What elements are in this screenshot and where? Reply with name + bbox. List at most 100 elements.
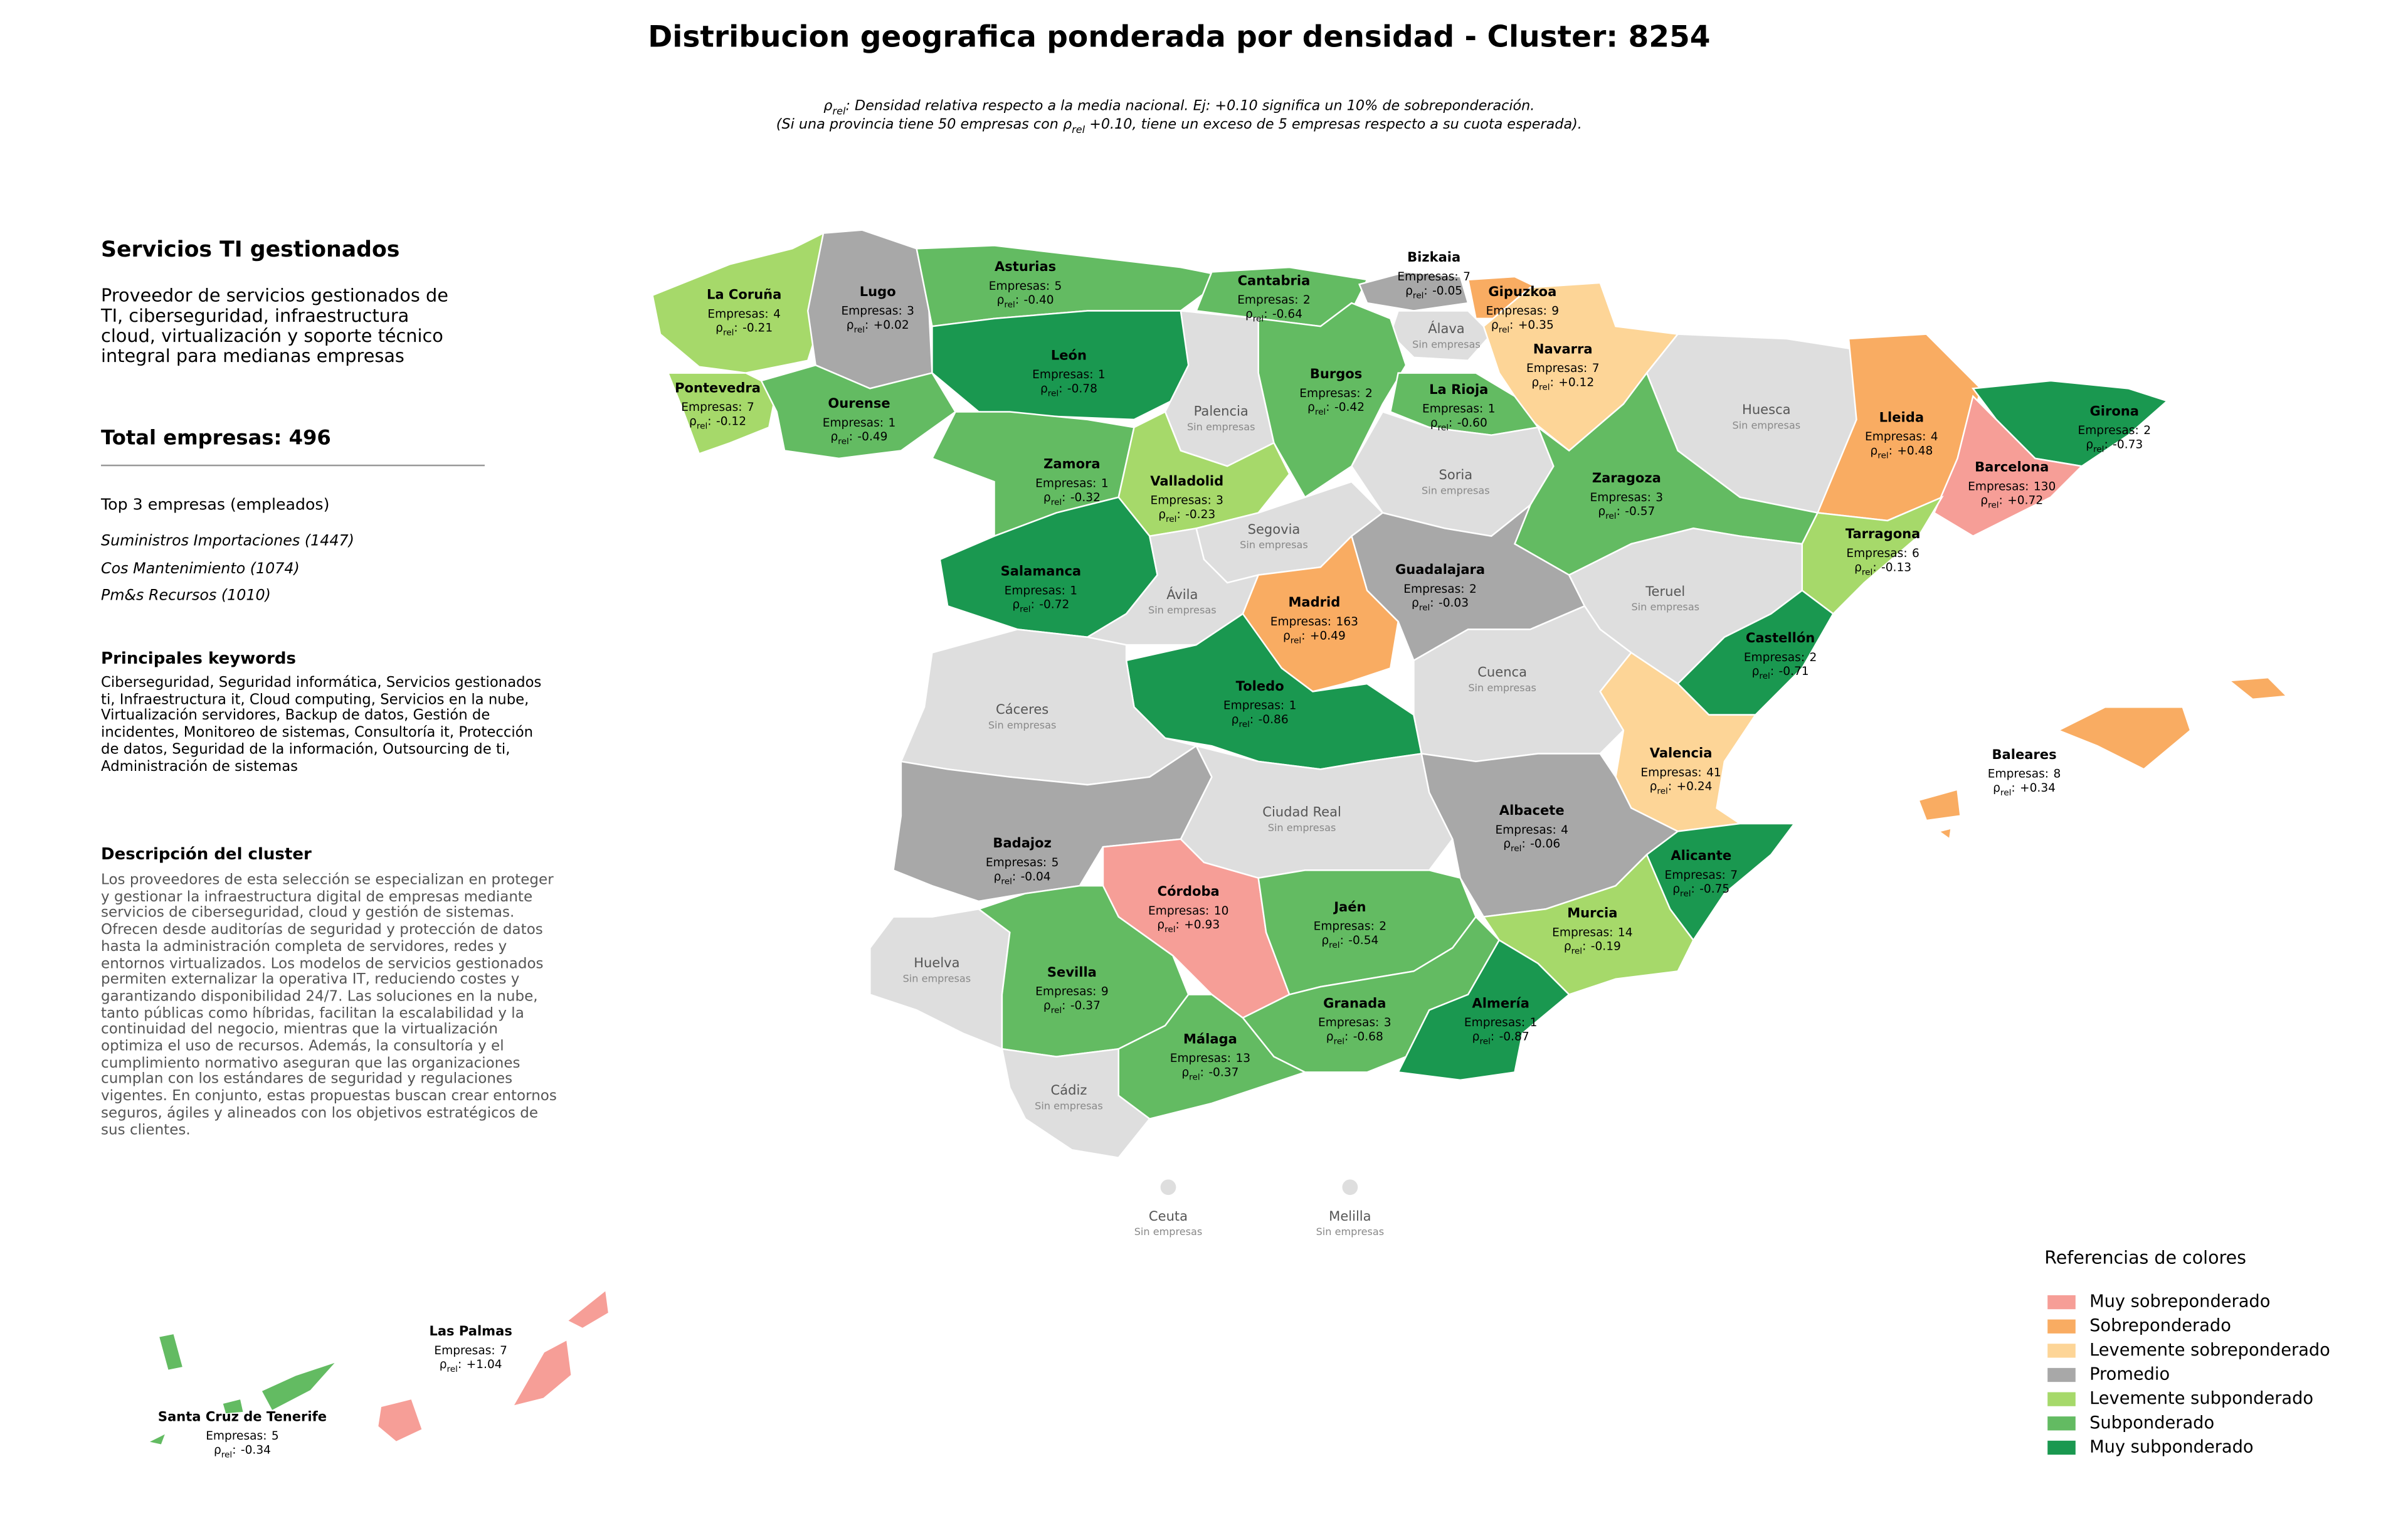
rho-separator: : xyxy=(1031,598,1035,611)
count-label: Empresas: xyxy=(1223,699,1284,712)
rho-separator: : xyxy=(1770,665,1774,678)
title: Distribucion geografica ponderada por de… xyxy=(648,19,1710,54)
count-label: Empresas: xyxy=(1270,615,1331,628)
count-label: Empresas: xyxy=(681,401,742,414)
count-value: 2 xyxy=(2143,424,2151,437)
province-name: Ourense xyxy=(828,395,890,411)
no-companies: Sin empresas xyxy=(1316,1226,1385,1238)
rho-subscript: rel xyxy=(1862,567,1872,577)
rho-separator: : xyxy=(1250,713,1254,726)
count-label: Empresas: xyxy=(1464,1016,1525,1029)
rho-symbol: ρ xyxy=(1870,444,1877,457)
province-rho: ρrel: -0.60 xyxy=(1430,416,1487,432)
rho-symbol: ρ xyxy=(1245,307,1253,321)
panel-heading: Servicios TI gestionados xyxy=(101,238,400,263)
province-count: Empresas: 1 xyxy=(1005,584,1078,597)
count-value: 41 xyxy=(1706,766,1721,779)
rho-subscript: rel xyxy=(1539,382,1550,392)
rho-separator: : xyxy=(1344,1030,1348,1043)
total: Total empresas: 496 xyxy=(101,427,331,450)
subtitle-after: : Densidad relativa respecto a la media … xyxy=(845,97,1534,114)
rho-symbol: ρ xyxy=(1157,918,1164,931)
province-rho: ρrel: +0.48 xyxy=(1870,444,1933,460)
rho-value: -0.12 xyxy=(716,415,746,428)
count-label: Empresas: xyxy=(1397,270,1458,283)
rho-value: -0.19 xyxy=(1591,940,1621,953)
province-name: Gipuzkoa xyxy=(1488,284,1556,299)
count-label: Empresas: xyxy=(1640,766,1701,779)
rho-subscript: rel xyxy=(1680,889,1691,899)
province-count: Empresas: 8 xyxy=(1988,767,2061,780)
count-value: 4 xyxy=(1931,430,1938,443)
province-count: Empresas: 1 xyxy=(823,416,896,429)
count-value: 9 xyxy=(1101,985,1109,998)
legend-swatch xyxy=(2047,1344,2076,1358)
rho-subscript: rel xyxy=(1051,1005,1062,1016)
rho-symbol: ρ xyxy=(1854,561,1862,574)
rho-subscript: rel xyxy=(221,1450,232,1460)
no-companies: Sin empresas xyxy=(988,719,1057,731)
count-value: 163 xyxy=(1336,615,1358,628)
top-company: Pm&s Recursos (1010) xyxy=(101,587,271,605)
province-count: Empresas: 10 xyxy=(1148,904,1228,917)
province-name: Lugo xyxy=(860,284,896,299)
rho-subscript: rel xyxy=(1048,388,1059,398)
legend: Referencias de colores Muy sobreponderad… xyxy=(2044,1248,2330,1457)
rho-value: -0.54 xyxy=(1348,933,1378,947)
count-label: Empresas: xyxy=(1035,985,1096,998)
rho-value: -0.57 xyxy=(1625,505,1655,518)
province-count: Empresas: 4 xyxy=(1495,823,1568,836)
provinces xyxy=(145,229,2289,1446)
rho-value: -0.49 xyxy=(857,430,887,443)
rho-separator: : xyxy=(1301,629,1305,642)
rho-value: -0.40 xyxy=(1024,294,1054,307)
rho-subscript: rel xyxy=(1877,450,1888,460)
subtitle: ρrel: Densidad relativa respecto a la me… xyxy=(776,97,1582,135)
count-value: 3 xyxy=(1384,1016,1391,1029)
province-shape xyxy=(145,1431,168,1446)
province-rho: ρrel: -0.04 xyxy=(994,870,1051,887)
rho-separator: : xyxy=(1999,494,2003,507)
rho-separator: : xyxy=(1550,376,1554,389)
count-value: 2 xyxy=(1365,386,1373,400)
rho-subscript: rel xyxy=(1329,940,1339,950)
province-rho: ρrel: +0.72 xyxy=(1980,494,2043,510)
rho-value: -0.72 xyxy=(1039,598,1069,611)
province-count: Empresas: 1 xyxy=(1422,402,1496,415)
province-count: Empresas: 3 xyxy=(1150,494,1223,507)
province-count: Empresas: 2 xyxy=(2078,424,2151,437)
rho-value: -0.04 xyxy=(1021,870,1051,883)
province-rho: ρrel: -0.34 xyxy=(214,1443,271,1460)
province-shape xyxy=(1257,302,1407,499)
count-label: Empresas: xyxy=(206,1430,267,1443)
subtitle-symbol: ρ xyxy=(823,97,832,114)
rho-subscript: rel xyxy=(1004,300,1015,310)
rho-symbol: ρ xyxy=(1405,284,1413,297)
province-shape xyxy=(1358,271,1469,312)
rho-separator: : xyxy=(1617,505,1620,518)
province-count: Empresas: 9 xyxy=(1035,985,1109,998)
province-count: Empresas: 7 xyxy=(434,1344,507,1357)
rho-symbol: ρ xyxy=(1650,780,1657,793)
rho-symbol: ρ xyxy=(1232,713,1239,726)
province-count: Empresas: 1 xyxy=(1464,1016,1538,1029)
province-name: Alicante xyxy=(1671,847,1731,863)
province-shape xyxy=(931,310,1197,421)
province-name: Zamora xyxy=(1043,456,1100,472)
rho-subscript: rel xyxy=(1511,844,1521,854)
province-rho: ρrel: -0.64 xyxy=(1245,307,1302,324)
province-shape xyxy=(1933,395,2084,538)
province-count: Empresas: 14 xyxy=(1552,926,1632,939)
province-name: Huesca xyxy=(1742,401,1791,417)
province-shape xyxy=(221,1398,245,1415)
province-name: Teruel xyxy=(1645,583,1685,599)
count-label: Empresas: xyxy=(1664,868,1725,881)
count-value: 5 xyxy=(272,1430,279,1443)
province-count: Empresas: 13 xyxy=(1170,1052,1250,1065)
province-name: Bizkaia xyxy=(1407,249,1460,265)
province-rho: ρrel: -0.19 xyxy=(1564,940,1621,956)
province-shape xyxy=(1342,1179,1358,1196)
rho-value: -0.73 xyxy=(2113,438,2143,451)
separator xyxy=(101,464,485,467)
province-count: Empresas: 2 xyxy=(1237,294,1311,307)
